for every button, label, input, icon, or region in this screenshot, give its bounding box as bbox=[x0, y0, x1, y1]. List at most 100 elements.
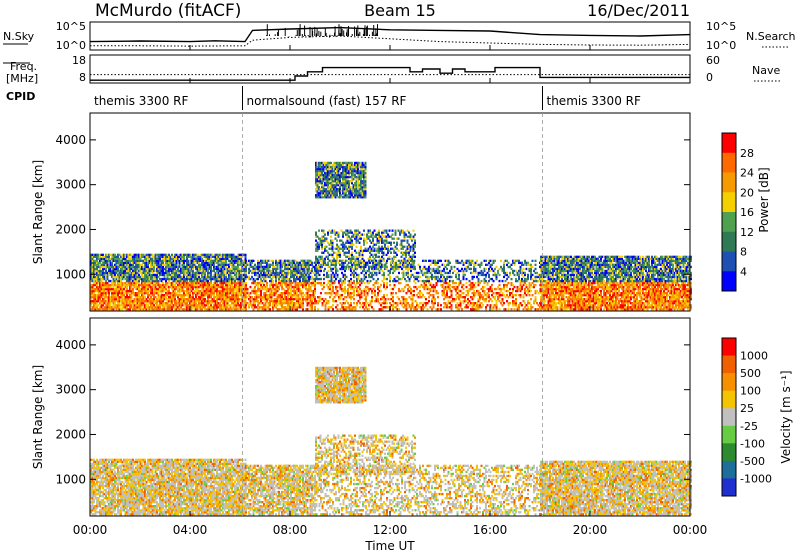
heatmap-cell bbox=[249, 292, 252, 295]
heatmap-cell bbox=[181, 263, 184, 267]
heatmap-cell bbox=[100, 253, 103, 257]
cpid-segment-label: themis 3300 RF bbox=[547, 94, 641, 108]
heatmap-cell bbox=[234, 273, 236, 277]
heatmap-cell bbox=[278, 308, 280, 311]
heatmap-cell bbox=[178, 285, 181, 289]
heatmap-cell bbox=[91, 308, 94, 311]
heatmap-cell bbox=[228, 255, 230, 259]
heatmap-cell bbox=[162, 306, 164, 309]
heatmap-cell bbox=[198, 289, 200, 293]
heatmap-cell bbox=[240, 271, 242, 275]
heatmap-cell bbox=[369, 239, 371, 242]
heatmap-cell bbox=[214, 271, 217, 275]
heatmap-cell bbox=[183, 281, 185, 285]
heatmap-cell bbox=[213, 300, 215, 303]
heatmap-cell bbox=[213, 261, 215, 265]
heatmap-cell bbox=[178, 308, 181, 311]
heatmap-cell bbox=[241, 263, 244, 267]
heatmap-cell bbox=[248, 269, 250, 273]
heatmap-cell bbox=[97, 279, 100, 283]
heatmap-cell bbox=[210, 281, 212, 285]
heatmap-cell bbox=[388, 249, 391, 252]
heatmap-cell bbox=[171, 265, 173, 269]
heatmap-cell bbox=[196, 289, 199, 293]
heatmap-cell bbox=[136, 269, 139, 273]
heatmap-cell bbox=[333, 281, 336, 285]
heatmap-cell bbox=[337, 233, 340, 236]
heatmap-cell bbox=[117, 302, 119, 305]
heatmap-cell bbox=[190, 257, 193, 261]
heatmap-cell bbox=[243, 287, 245, 291]
heatmap-cell bbox=[336, 257, 338, 261]
heatmap-cell bbox=[251, 259, 253, 263]
heatmap-cell bbox=[90, 294, 92, 297]
heatmap-cell bbox=[187, 287, 190, 291]
freq-left-tick-bottom: 8 bbox=[79, 71, 86, 84]
heatmap-cell bbox=[103, 255, 106, 259]
heatmap-cell bbox=[93, 273, 95, 277]
heatmap-cell bbox=[198, 304, 200, 307]
heatmap-cell bbox=[228, 304, 230, 307]
heatmap-cell bbox=[217, 306, 220, 309]
heatmap-cell bbox=[171, 273, 173, 277]
heatmap-cell bbox=[297, 265, 300, 269]
heatmap-cell bbox=[160, 292, 163, 295]
heatmap-cell bbox=[177, 269, 179, 273]
heatmap-cell bbox=[103, 292, 106, 295]
heatmap-cell bbox=[166, 257, 169, 261]
heatmap-cell bbox=[193, 304, 196, 307]
heatmap-cell bbox=[331, 241, 334, 244]
heatmap-cell bbox=[90, 287, 92, 291]
heatmap-cell bbox=[115, 287, 118, 291]
heatmap-cell bbox=[111, 300, 113, 303]
heatmap-cell bbox=[315, 233, 317, 236]
heatmap-cell bbox=[199, 265, 202, 269]
heatmap-cell bbox=[214, 255, 217, 259]
heatmap-cell bbox=[165, 302, 167, 305]
heatmap-cell bbox=[118, 281, 121, 285]
heatmap-cell bbox=[160, 308, 163, 311]
heatmap-cell bbox=[358, 241, 361, 244]
heatmap-cell bbox=[96, 263, 98, 267]
heatmap-cell bbox=[193, 261, 196, 265]
heatmap-cell bbox=[96, 285, 98, 289]
heatmap-cell bbox=[276, 271, 279, 275]
heatmap-cell bbox=[232, 302, 235, 305]
heatmap-cell bbox=[281, 283, 283, 287]
heatmap-cell bbox=[329, 285, 331, 289]
heatmap-cell bbox=[184, 277, 187, 281]
heatmap-cell bbox=[93, 259, 95, 263]
heatmap-cell bbox=[198, 263, 200, 267]
heatmap-cell bbox=[327, 275, 330, 279]
heatmap-cell bbox=[327, 273, 330, 277]
heatmap-cell bbox=[264, 298, 267, 301]
heatmap-cell bbox=[226, 302, 229, 305]
heatmap-cell bbox=[226, 287, 229, 291]
heatmap-cell bbox=[279, 269, 282, 273]
heatmap-cell bbox=[162, 277, 164, 281]
heatmap-cell bbox=[153, 259, 155, 263]
heatmap-cell bbox=[258, 294, 261, 297]
heatmap-cell bbox=[204, 261, 206, 265]
heatmap-cell bbox=[156, 269, 158, 273]
heatmap-cell bbox=[162, 296, 164, 299]
heatmap-cell bbox=[337, 261, 340, 265]
heatmap-cell bbox=[99, 306, 101, 309]
heatmap-cell bbox=[208, 267, 211, 271]
heatmap-cell bbox=[130, 257, 133, 261]
heatmap-cell bbox=[402, 247, 404, 250]
heatmap-cell bbox=[103, 287, 106, 291]
heatmap-cell bbox=[169, 283, 172, 287]
heatmap-cell bbox=[111, 265, 113, 269]
heatmap-cell bbox=[217, 255, 220, 259]
heatmap-cell bbox=[99, 277, 101, 281]
heatmap-cell bbox=[228, 259, 230, 263]
heatmap-cell bbox=[208, 263, 211, 267]
heatmap-cell bbox=[144, 263, 146, 267]
heatmap-cell bbox=[216, 300, 218, 303]
heatmap-cell bbox=[309, 287, 312, 291]
heatmap-cell bbox=[355, 235, 358, 238]
heatmap-cell bbox=[266, 259, 268, 263]
heatmap-cell bbox=[90, 300, 92, 303]
heatmap-cell bbox=[127, 263, 130, 267]
